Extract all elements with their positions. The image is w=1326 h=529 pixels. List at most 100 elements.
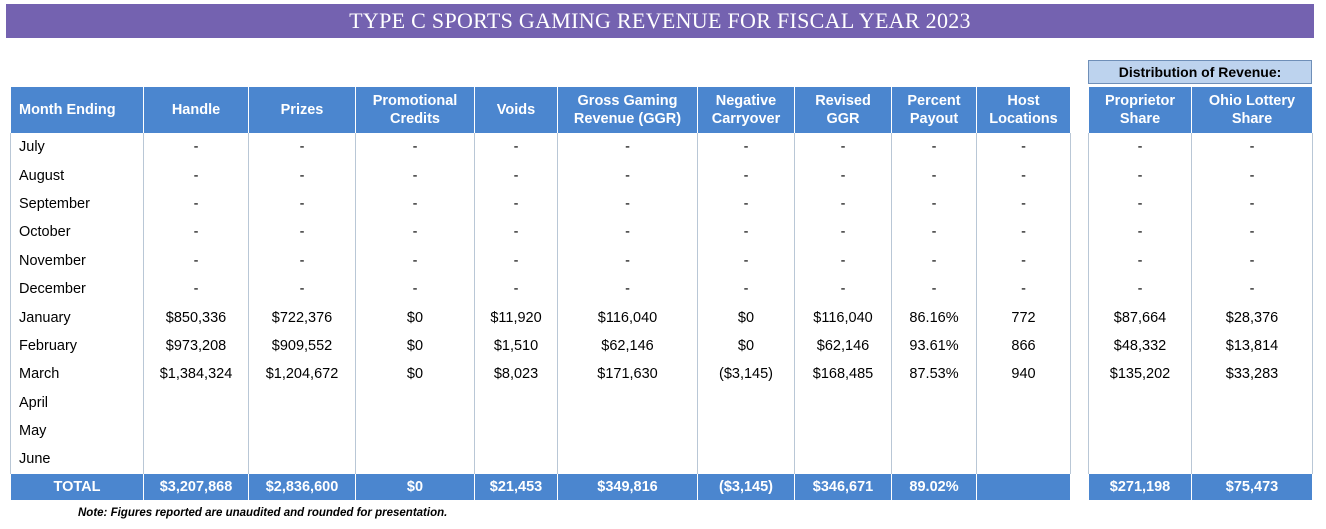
table-cell	[557, 445, 698, 474]
month-cell: August	[10, 161, 144, 190]
table-cell: $0	[355, 331, 475, 361]
col-header-host-locations: Host Locations	[976, 87, 1071, 133]
table-cell: -	[891, 161, 977, 190]
table-cell	[248, 416, 356, 446]
dist-row	[1088, 445, 1313, 474]
table-cell: $850,336	[143, 303, 249, 332]
table-cell	[976, 388, 1071, 417]
month-cell: February	[10, 331, 144, 361]
table-cell: -	[976, 218, 1071, 247]
table-cell: -	[143, 161, 249, 190]
table-cell	[474, 445, 558, 474]
table-cell	[794, 445, 892, 474]
table-cell: -	[976, 133, 1071, 162]
table-row: July - - - - - - - - -	[10, 133, 1071, 162]
dist-cell: $48,332	[1088, 331, 1192, 361]
total-cell: $346,671	[794, 473, 892, 500]
footnote: Note: Figures reported are unaudited and…	[78, 507, 448, 519]
table-row: March $1,384,324 $1,204,672 $0 $8,023 $171,63…	[10, 360, 1071, 389]
table-cell: -	[474, 133, 558, 162]
revenue-table: Month Ending Handle Prizes Promotional C…	[10, 87, 1071, 500]
month-cell: May	[10, 416, 144, 446]
table-cell	[143, 388, 249, 417]
table-row: April	[10, 388, 1071, 417]
table-cell: -	[248, 189, 356, 219]
table-cell: -	[248, 133, 356, 162]
table-cell: -	[248, 218, 356, 247]
table-cell	[794, 388, 892, 417]
table-cell: 772	[976, 303, 1071, 332]
table-row: August - - - - - - - - -	[10, 161, 1071, 190]
month-cell: July	[10, 133, 144, 162]
dist-cell	[1191, 416, 1313, 446]
table-cell: -	[794, 189, 892, 219]
dist-cell: -	[1191, 133, 1313, 162]
col-header-month: Month Ending	[10, 87, 144, 133]
total-cell: ($3,145)	[697, 473, 795, 500]
table-cell	[143, 416, 249, 446]
table-cell: $909,552	[248, 331, 356, 361]
table-cell	[248, 388, 356, 417]
table-cell: -	[143, 218, 249, 247]
table-cell	[355, 388, 475, 417]
col-header-promotional-credits: Promotional Credits	[355, 87, 475, 133]
table-cell: $0	[697, 331, 795, 361]
table-cell: -	[891, 218, 977, 247]
total-cell: $349,816	[557, 473, 698, 500]
col-header-negative-carryover: Negative Carryover	[697, 87, 795, 133]
table-cell: 866	[976, 331, 1071, 361]
table-cell	[355, 445, 475, 474]
table-cell: $171,630	[557, 360, 698, 389]
dist-header-row: Proprietor Share Ohio Lottery Share	[1088, 87, 1313, 133]
dist-total-row: $271,198 $75,473	[1088, 473, 1313, 500]
table-cell: -	[474, 189, 558, 219]
table-cell	[248, 445, 356, 474]
table-cell	[474, 416, 558, 446]
dist-cell: -	[1191, 161, 1313, 190]
table-row: February $973,208 $909,552 $0 $1,510 $62,146 $…	[10, 331, 1071, 361]
table-cell: -	[794, 274, 892, 304]
table-cell: -	[891, 133, 977, 162]
dist-cell	[1191, 388, 1313, 417]
table-cell: $0	[355, 303, 475, 332]
month-cell: January	[10, 303, 144, 332]
table-cell: $62,146	[557, 331, 698, 361]
dist-cell: -	[1088, 274, 1192, 304]
dist-row	[1088, 416, 1313, 446]
table-cell: $11,920	[474, 303, 558, 332]
dist-total-cell: $75,473	[1191, 473, 1313, 500]
col-header-revised-ggr: Revised GGR	[794, 87, 892, 133]
table-cell: -	[891, 189, 977, 219]
dist-total-cell: $271,198	[1088, 473, 1192, 500]
table-cell	[794, 416, 892, 446]
table-cell: $722,376	[248, 303, 356, 332]
table-cell: -	[891, 274, 977, 304]
table-row: January $850,336 $722,376 $0 $11,920 $116,040…	[10, 303, 1071, 332]
total-cell: 89.02%	[891, 473, 977, 500]
table-cell: 940	[976, 360, 1071, 389]
month-cell: April	[10, 388, 144, 417]
total-cell: $0	[355, 473, 475, 500]
table-cell: $0	[355, 360, 475, 389]
table-cell: -	[697, 218, 795, 247]
report-title: TYPE C SPORTS GAMING REVENUE FOR FISCAL …	[6, 4, 1314, 38]
table-row: September - - - - - - - - -	[10, 189, 1071, 219]
table-cell: -	[557, 218, 698, 247]
table-row: October - - - - - - - - -	[10, 218, 1071, 247]
month-cell: March	[10, 360, 144, 389]
dist-cell	[1088, 388, 1192, 417]
dist-cell: -	[1088, 161, 1192, 190]
dist-cell: $28,376	[1191, 303, 1313, 332]
table-cell	[697, 388, 795, 417]
table-cell	[891, 388, 977, 417]
dist-cell	[1088, 416, 1192, 446]
table-cell: -	[355, 274, 475, 304]
month-cell: December	[10, 274, 144, 304]
dist-cell: -	[1088, 189, 1192, 219]
table-cell	[891, 445, 977, 474]
total-cell	[976, 473, 1071, 500]
distribution-label: Distribution of Revenue:	[1088, 60, 1312, 84]
dist-cell: -	[1191, 189, 1313, 219]
table-row: May	[10, 416, 1071, 446]
table-cell: -	[248, 161, 356, 190]
